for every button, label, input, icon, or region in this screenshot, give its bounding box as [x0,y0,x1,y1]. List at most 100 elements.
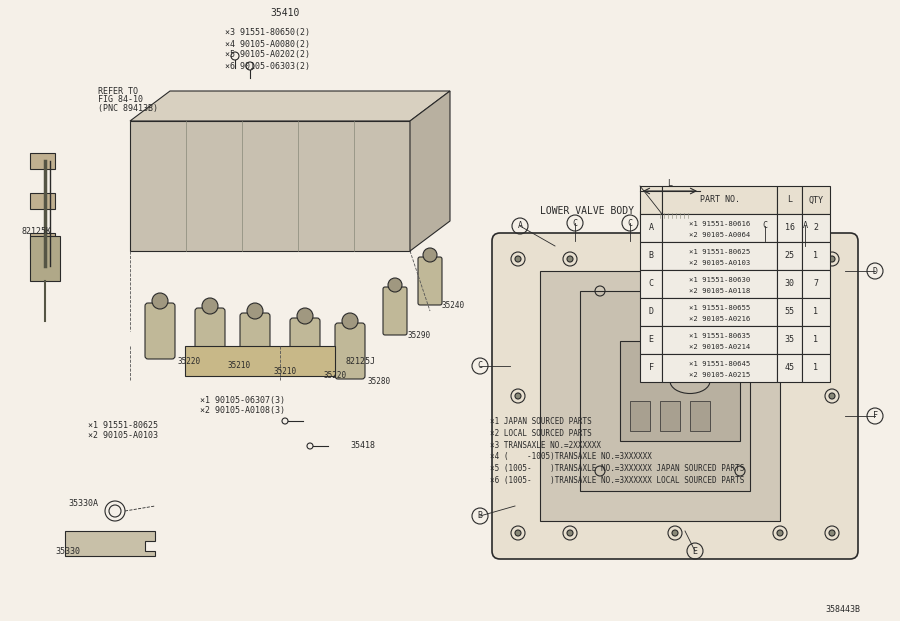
Text: REFER TO: REFER TO [98,86,138,96]
Text: F: F [649,363,653,373]
Bar [662,354,777,382]
Bar [802,298,830,326]
Bar [777,354,802,382]
Text: ×2 90105-A0103: ×2 90105-A0103 [688,260,750,266]
Text: ×1 91551-80625: ×1 91551-80625 [688,249,750,255]
Circle shape [152,293,168,309]
Text: C: C [649,279,653,289]
Text: ×1 91551-80630: ×1 91551-80630 [688,277,750,283]
Bar [662,270,777,298]
Text: 55: 55 [785,307,795,317]
Circle shape [567,256,573,262]
Text: ×1 91551-80625: ×1 91551-80625 [88,422,158,430]
Text: QTY: QTY [808,196,824,204]
Polygon shape [410,91,450,251]
Bar [777,326,802,354]
FancyBboxPatch shape [335,323,365,379]
FancyBboxPatch shape [492,233,858,559]
Text: 1: 1 [814,307,818,317]
Text: 7: 7 [814,279,818,289]
Bar [640,326,662,354]
Text: ×5 (1005-    )TRANSAXLE NO.=3XXXXXX JAPAN SOURCED PARTS: ×5 (1005- )TRANSAXLE NO.=3XXXXXX JAPAN S… [490,465,744,473]
Bar [662,214,777,242]
Bar [640,354,662,382]
Circle shape [672,530,678,536]
FancyBboxPatch shape [145,303,175,359]
Text: 82125J: 82125J [345,356,375,366]
Text: 35330: 35330 [55,546,80,556]
Text: 35220: 35220 [323,371,346,381]
Circle shape [423,248,437,262]
Text: A: A [803,222,807,230]
Text: ×2 LOCAL SOURCED PARTS: ×2 LOCAL SOURCED PARTS [490,428,592,438]
Text: ×1 90105-06307(3): ×1 90105-06307(3) [200,396,285,406]
Bar [660,401,680,431]
Text: L: L [668,179,672,189]
Bar [662,326,777,354]
Text: E: E [649,335,653,345]
Text: ×3 91551-80650(2): ×3 91551-80650(2) [225,29,310,37]
Text: 35280: 35280 [368,376,392,386]
Bar [802,270,830,298]
FancyBboxPatch shape [383,287,407,335]
Text: 16: 16 [785,224,795,232]
Circle shape [342,313,358,329]
Text: L: L [787,196,792,204]
Text: D: D [872,266,878,276]
Text: ×2 90105-A0103: ×2 90105-A0103 [88,432,158,440]
Circle shape [829,393,835,399]
Text: PART NO.: PART NO. [699,196,740,204]
Text: ×1 JAPAN SOURCED PARTS: ×1 JAPAN SOURCED PARTS [490,417,592,425]
Bar [640,270,662,298]
Bar [662,242,777,270]
Bar [690,401,710,431]
Circle shape [829,530,835,536]
Bar [777,186,802,214]
Text: ×5 90105-A0202(2): ×5 90105-A0202(2) [225,50,310,60]
Bar [30,193,55,209]
Bar [30,233,55,249]
Bar [777,242,802,270]
Text: 35: 35 [785,335,795,345]
Bar [30,236,60,281]
Text: ×4 90105-A0080(2): ×4 90105-A0080(2) [225,40,310,48]
Bar [662,186,777,214]
Text: LOWER VALVE BODY: LOWER VALVE BODY [540,206,634,216]
Bar [802,214,830,242]
Text: 35330A: 35330A [68,499,98,509]
Circle shape [777,256,783,262]
Text: 30: 30 [785,279,795,289]
Text: ×2 90105-A0108(3): ×2 90105-A0108(3) [200,407,285,415]
Text: (PNC 89413B): (PNC 89413B) [98,104,158,114]
Text: C: C [572,219,578,227]
Text: ×1 91551-80655: ×1 91551-80655 [688,305,750,310]
Text: ×6 90105-06303(2): ×6 90105-06303(2) [225,61,310,71]
Text: ×2 90105-A0118: ×2 90105-A0118 [688,288,750,294]
Text: B: B [649,252,653,260]
Text: 82125K: 82125K [22,227,52,235]
Bar [640,186,662,214]
Text: 25: 25 [785,252,795,260]
Bar [802,354,830,382]
Bar [662,298,777,326]
Bar [30,153,55,169]
Text: 35220: 35220 [178,356,201,366]
Bar [640,214,662,242]
Circle shape [567,530,573,536]
Polygon shape [130,121,410,251]
Bar [777,214,802,242]
Text: 35418: 35418 [350,442,375,450]
Bar [640,211,654,221]
Bar [630,401,650,431]
Text: C: C [762,222,768,230]
Text: ×4 (    -1005)TRANSAXLE NO.=3XXXXXX: ×4 ( -1005)TRANSAXLE NO.=3XXXXXX [490,453,652,461]
Text: 35240: 35240 [442,302,465,310]
Circle shape [247,303,263,319]
FancyBboxPatch shape [290,318,320,374]
Bar [802,186,830,214]
Text: 2: 2 [814,224,818,232]
Circle shape [515,530,521,536]
Text: ×1 91551-80635: ×1 91551-80635 [688,333,750,339]
Circle shape [777,530,783,536]
Text: ×2 90105-A0215: ×2 90105-A0215 [688,372,750,378]
